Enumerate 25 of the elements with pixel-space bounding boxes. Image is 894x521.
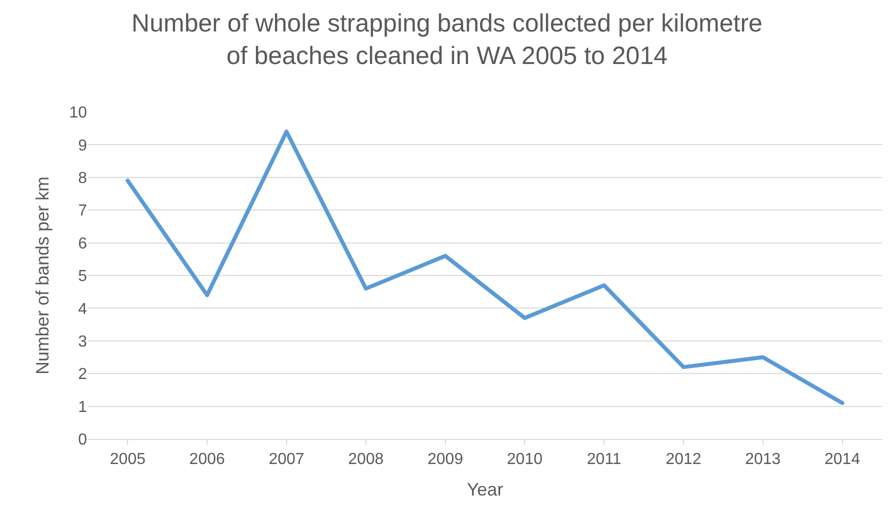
y-tick-label: 0 xyxy=(78,432,88,449)
x-tick-label: 2005 xyxy=(110,451,146,468)
y-tick-label: 7 xyxy=(78,202,88,220)
chart-title: Number of whole strapping bands collected per kilometre of beaches cleaned in WA 2005 to 2014 xyxy=(132,9,762,70)
y-tick-label: 9 xyxy=(78,137,88,154)
y-tick-label: 1 xyxy=(78,398,88,416)
x-tick-label: 2006 xyxy=(189,451,225,468)
y-axis-title: Number of bands per km xyxy=(32,176,52,375)
y-tick-label: 3 xyxy=(78,334,88,350)
x-axis-title: Year xyxy=(466,479,504,500)
x-tick-label: 2007 xyxy=(268,451,304,468)
x-tick-label: 2009 xyxy=(428,451,464,468)
x-tick-label: 2014 xyxy=(824,451,860,468)
line-series xyxy=(126,130,844,406)
x-tick-label: 2008 xyxy=(348,451,384,468)
y-tick-label: 5 xyxy=(78,268,88,286)
y-tick-label: 10 xyxy=(69,104,88,122)
x-tick-label: 2010 xyxy=(506,451,543,468)
y-tick-label: 4 xyxy=(78,300,88,318)
x-tick-label: 2013 xyxy=(745,451,781,468)
y-tick-label: 2 xyxy=(78,366,88,384)
x-tick-label: 2012 xyxy=(666,451,702,468)
x-tick-label: 2011 xyxy=(586,451,622,468)
y-tick-label: 8 xyxy=(78,170,88,187)
y-tick-label: 6 xyxy=(78,235,88,252)
